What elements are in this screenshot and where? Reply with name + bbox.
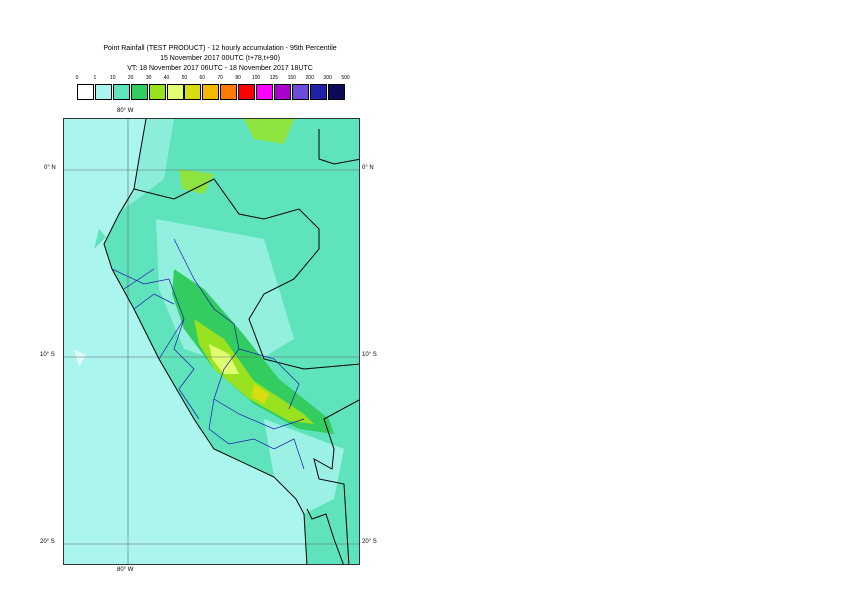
lat-label-left-10: 10° S [40,352,55,358]
legend-swatch [291,84,309,100]
legend-label: 200 [305,75,314,81]
rainfall-map [63,118,360,565]
legend-swatch [327,84,345,100]
legend-label: 70 [217,75,223,81]
legend-labels: 0 1 10 20 30 40 50 60 70 80 100 125 150 200 300 500 [0,75,842,85]
lon-label-top: 80° W [117,108,134,114]
admin-boundaries [111,238,305,470]
legend-swatch [112,84,130,100]
rain-band-ecuador [179,169,214,194]
lat-label-left-20: 20° S [40,539,55,545]
legend-label: 30 [145,75,152,81]
legend-label: 20 [127,75,134,81]
lat-label-left-0: 0° N [44,165,56,171]
country-border-north [133,178,359,370]
legend-label: 125 [269,75,279,81]
legend-label: 1 [93,75,97,81]
legend-label: 10 [110,75,116,81]
legend-swatch [220,84,238,100]
legend-swatch [184,84,202,100]
lat-label-right-0: 0° N [362,165,374,171]
legend-swatch [273,84,291,100]
legend-label: 150 [287,75,296,81]
rain-band-30 [172,269,334,434]
lon-label-bottom: 80° W [117,567,134,573]
rain-peak-60 [252,384,269,404]
country-border-south [306,508,344,564]
lat-label-right-20: 20° S [362,539,377,545]
legend-swatch [256,84,273,100]
legend-label: 100 [251,75,261,81]
legend-swatch [238,84,256,100]
rain-patch-ocean [94,229,106,249]
map-valid-time: VT: 18 November 2017 06UTC - 18 November… [127,65,313,72]
legend-label: 500 [341,75,350,81]
rain-band-north [244,119,294,144]
legend-label: 60 [199,75,206,81]
map-title: Point Rainfall (TEST PRODUCT) - 12 hourl… [103,45,337,52]
low-rain-zone-north [94,119,174,209]
legend-label: 50 [181,75,188,81]
light-patch-ocean [74,349,86,367]
map-svg [64,119,359,564]
legend-swatch [94,84,112,100]
coastline [103,119,308,564]
color-legend [0,84,842,102]
legend-label: 40 [163,75,170,81]
legend-swatch [148,84,166,100]
rain-band-40 [194,319,314,424]
low-rain-zone-south [264,419,344,514]
legend-swatch [166,84,184,100]
legend-swatch [130,84,148,100]
country-border-ne [318,129,359,165]
map-run-time: 15 November 2017 00UTC (t+78,t+90) [160,55,280,62]
legend-label: 300 [323,75,332,81]
rain-peak-50 [209,344,239,374]
legend-swatch [309,84,327,100]
legend-label: 0 [75,75,79,81]
legend-label: 80 [235,75,241,81]
lat-label-right-10: 10° S [362,352,377,358]
legend-swatch [77,84,94,100]
country-border-east [313,399,359,564]
legend-swatch [202,84,220,100]
